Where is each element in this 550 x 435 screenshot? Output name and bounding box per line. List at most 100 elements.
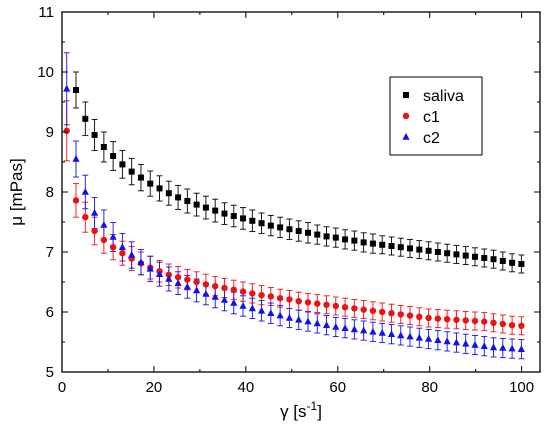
data-point-saliva: [490, 256, 497, 263]
legend-marker-c2: [402, 133, 410, 140]
data-point-c2: [81, 188, 89, 195]
data-point-c1: [360, 306, 367, 313]
data-point-c1: [91, 227, 98, 235]
data-point-c2: [499, 344, 507, 351]
legend-marker-saliva: [403, 92, 409, 98]
data-point-c2: [443, 337, 451, 345]
data-point-saliva: [472, 253, 479, 260]
data-point-c2: [406, 332, 414, 340]
data-point-saliva: [277, 224, 284, 231]
y-tick-label: 8: [46, 184, 54, 201]
data-point-c1: [481, 318, 488, 325]
legend-item-c1: c1: [402, 109, 440, 126]
data-point-c2: [183, 282, 191, 290]
data-point-saliva: [499, 258, 506, 264]
data-point-c1: [332, 302, 339, 310]
data-point-saliva: [100, 144, 107, 150]
data-point-c2: [239, 302, 247, 309]
data-point-saliva: [267, 222, 274, 229]
data-point-c1: [508, 322, 516, 329]
data-point-saliva: [286, 226, 293, 233]
data-point-c2: [155, 270, 164, 277]
data-point-c2: [137, 258, 145, 265]
legend: saliva c1 c2: [389, 76, 483, 156]
data-point-c1: [304, 299, 312, 306]
data-point-c2: [378, 329, 386, 336]
data-point-saliva: [230, 213, 237, 219]
data-point-saliva: [175, 194, 182, 201]
data-point-c1: [267, 293, 275, 300]
data-point-saliva: [453, 251, 460, 258]
data-point-c1: [100, 236, 108, 244]
y-tick-label: 7: [46, 244, 54, 261]
data-point-saliva: [156, 185, 163, 192]
data-point-c1: [388, 310, 395, 317]
legend-label-c1: c1: [423, 109, 440, 126]
data-point-c1: [518, 322, 525, 329]
legend-items: saliva c1 c2: [402, 88, 464, 147]
y-axis-title: μ [mPas]: [7, 158, 26, 225]
x-axis-title-exponent: -1: [307, 399, 318, 413]
data-point-c2: [211, 293, 219, 300]
legend-marker-c1: [402, 112, 410, 120]
data-point-saliva: [369, 240, 376, 247]
data-point-saliva: [444, 250, 451, 257]
data-point-c2: [72, 155, 80, 162]
data-point-saliva: [314, 231, 321, 238]
data-point-c2: [415, 333, 423, 341]
data-point-saliva: [416, 246, 423, 253]
data-point-saliva: [119, 161, 126, 168]
data-point-saliva: [379, 241, 386, 248]
data-point-c1: [490, 319, 497, 326]
x-tick-label: 80: [421, 379, 438, 396]
x-tick-label: 20: [146, 379, 163, 396]
data-point-saliva: [212, 207, 219, 214]
data-point-c2: [332, 323, 340, 330]
data-point-c1: [434, 315, 442, 322]
data-point-c2: [90, 209, 99, 216]
data-point-c2: [267, 309, 275, 316]
data-point-saliva: [91, 132, 98, 138]
data-point-c2: [285, 314, 294, 321]
data-point-c1: [221, 284, 228, 292]
plot-frame: [61, 11, 541, 373]
data-point-saliva: [407, 245, 414, 252]
data-point-c2: [100, 221, 108, 228]
data-point-saliva: [73, 87, 80, 93]
data-point-saliva: [481, 255, 488, 261]
data-point-c2: [434, 336, 442, 343]
data-point-c2: [313, 319, 321, 327]
y-tick-label: 10: [37, 64, 54, 81]
y-axis: 5 6 7 8 9 10 11: [37, 4, 540, 381]
data-point-c1: [239, 288, 247, 295]
data-point-c1: [109, 244, 117, 251]
data-point-c2: [118, 243, 126, 250]
data-point-c2: [369, 327, 377, 335]
x-tick-label: 0: [58, 379, 66, 396]
data-point-c1: [72, 197, 80, 204]
data-point-c2: [350, 325, 358, 333]
markers-layer: [63, 84, 525, 352]
x-tick-label: 60: [329, 379, 346, 396]
y-tick-label: 11: [38, 4, 54, 21]
data-point-saliva: [462, 252, 469, 259]
data-point-c1: [202, 281, 210, 288]
data-point-c2: [63, 84, 71, 92]
data-point-c2: [452, 338, 461, 346]
data-point-saliva: [332, 234, 339, 241]
data-point-c1: [295, 298, 302, 305]
data-point-c1: [174, 274, 182, 281]
data-point-c1: [211, 283, 219, 290]
data-point-saliva: [202, 204, 209, 211]
data-point-c2: [489, 343, 498, 351]
data-point-c1: [276, 295, 284, 302]
data-point-c2: [360, 326, 368, 334]
data-point-c2: [248, 304, 256, 312]
data-point-saliva: [388, 243, 395, 249]
data-point-c1: [443, 316, 451, 323]
data-point-saliva: [323, 233, 330, 240]
data-point-saliva: [110, 153, 117, 159]
x-tick-label: 40: [238, 379, 255, 396]
data-point-c1: [63, 127, 70, 134]
